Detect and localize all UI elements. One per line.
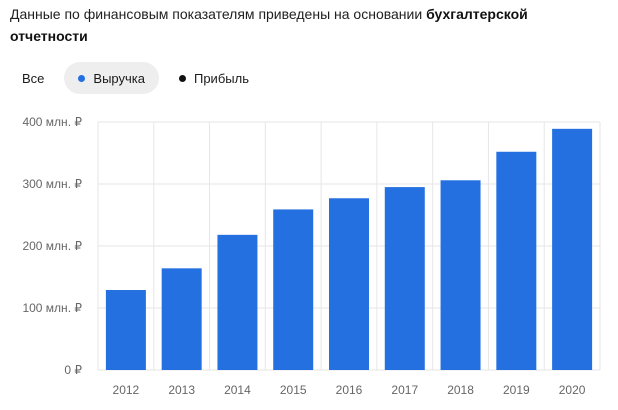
filter-all-label: Все: [22, 70, 45, 86]
bar-2014: [217, 234, 258, 370]
bar-2012: [105, 290, 146, 370]
filter-profit-label: Прибыль: [193, 70, 249, 86]
x-tick-label: 2013: [168, 383, 195, 397]
x-tick-label: 2020: [559, 383, 586, 397]
bar-2017: [384, 187, 425, 370]
bar-2018: [440, 180, 481, 370]
x-tick-label: 2014: [224, 383, 251, 397]
x-tick-label: 2016: [336, 383, 363, 397]
x-tick-label: 2015: [280, 383, 307, 397]
y-tick-label: 100 млн. ₽: [22, 301, 82, 315]
y-tick-label: 300 млн. ₽: [22, 177, 82, 191]
y-tick-label: 400 млн. ₽: [22, 115, 82, 129]
filter-bar: Все Выручка Прибыль: [8, 62, 263, 94]
bar-2020: [552, 128, 593, 370]
intro-bold-link: бухгалтерской отчетности: [10, 6, 528, 44]
intro-plain: Данные по финансовым показателям приведе…: [10, 6, 427, 22]
profit-dot-icon: [178, 74, 186, 82]
filter-profit-button[interactable]: Прибыль: [164, 62, 263, 94]
filter-all-button[interactable]: Все: [8, 62, 59, 94]
bar-2019: [496, 151, 537, 370]
x-tick-label: 2018: [447, 383, 474, 397]
bar-2013: [161, 268, 202, 370]
x-tick-label: 2019: [503, 383, 530, 397]
y-tick-label: 0 ₽: [64, 363, 82, 377]
revenue-bar-chart: 0 ₽ 100 млн. ₽ 200 млн. ₽ 300 млн. ₽ 400 млн…: [22, 115, 601, 397]
revenue-dot-icon: [78, 74, 86, 82]
y-tick-label: 200 млн. ₽: [22, 239, 82, 253]
intro-text: Данные по финансовым показателям приведе…: [10, 3, 570, 47]
x-tick-label: 2012: [113, 383, 140, 397]
x-tick-label: 2017: [391, 383, 418, 397]
bar-2015: [273, 209, 314, 370]
bar-2016: [329, 198, 369, 370]
filter-revenue-label: Выручка: [93, 70, 145, 86]
filter-revenue-button[interactable]: Выручка: [64, 62, 159, 94]
